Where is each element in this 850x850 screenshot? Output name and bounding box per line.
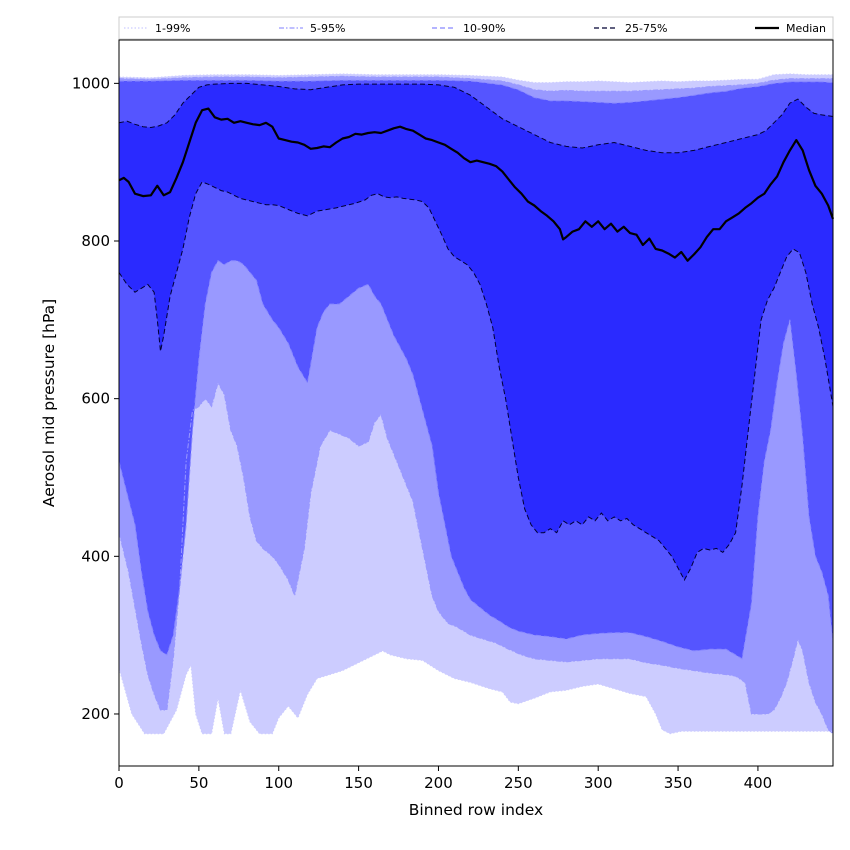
band-1-upper-edge (118, 73, 833, 84)
band-2-lower-edge (118, 381, 834, 735)
band-4-lower-edge (118, 181, 834, 582)
x-tick-label: 50 (189, 774, 208, 792)
band-2-upper-edge (118, 75, 833, 92)
x-tick-label: 350 (664, 774, 693, 792)
legend-label: Median (786, 22, 826, 35)
band-3-upper-edge (119, 79, 834, 104)
y-tick-label: 400 (81, 547, 110, 565)
x-tick-label: 200 (424, 774, 453, 792)
band-4-fill (119, 83, 833, 581)
legend: 1-99% 5-95% 10-90% 25-75% Median (118, 16, 834, 40)
band-1-lower-edge (118, 650, 833, 735)
plot-frame (118, 39, 834, 767)
median-line (118, 107, 835, 262)
x-tick-label: 150 (344, 774, 373, 792)
x-axis: 0 50 100 150 200 250 300 350 400 (114, 766, 772, 792)
band-edges (118, 73, 834, 735)
legend-label: 1-99% (155, 22, 190, 35)
median-line-layer (118, 107, 835, 262)
x-tick-label: 100 (264, 774, 293, 792)
legend-label: 10-90% (463, 22, 505, 35)
x-axis-label: Binned row index (409, 801, 543, 819)
y-tick-label: 1000 (72, 74, 110, 92)
legend-label: 25-75% (625, 22, 667, 35)
legend-label: 5-95% (310, 22, 345, 35)
y-tick-label: 800 (81, 232, 110, 250)
y-tick-label: 600 (81, 390, 110, 408)
x-tick-label: 0 (114, 774, 124, 792)
x-tick-label: 400 (744, 774, 773, 792)
band-fills (119, 73, 833, 734)
y-tick-label: 200 (81, 705, 110, 723)
x-tick-label: 250 (504, 774, 533, 792)
band-4-upper-edge (118, 82, 834, 154)
x-tick-label: 300 (584, 774, 613, 792)
band-3-lower-edge (118, 259, 834, 660)
y-axis-label: Aerosol mid pressure [hPa] (40, 299, 58, 507)
legend-frame (118, 16, 834, 40)
y-axis: 200 400 600 800 1000 (72, 74, 119, 723)
